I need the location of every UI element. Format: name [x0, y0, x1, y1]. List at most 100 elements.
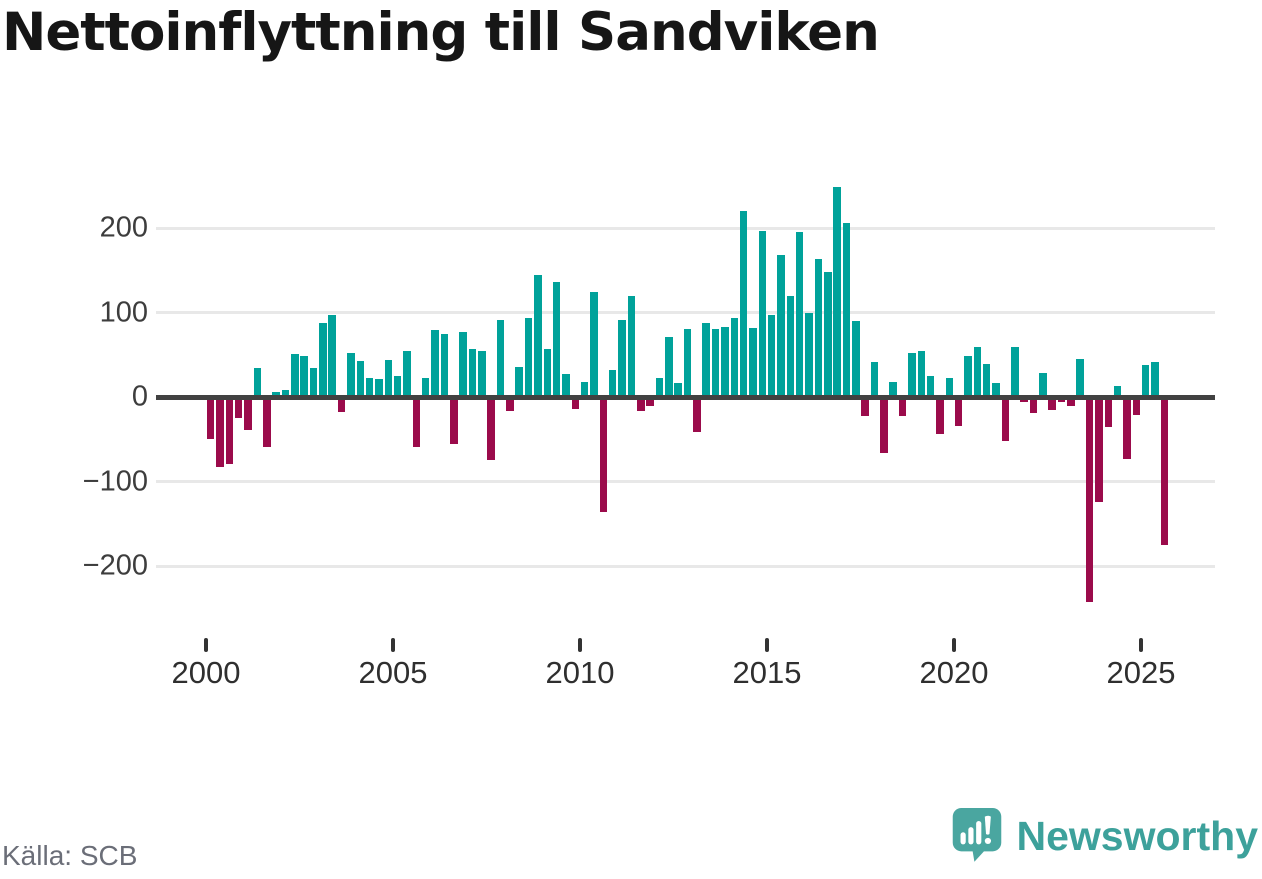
bar-2004-Q4 — [384, 359, 393, 397]
bar-2007-Q4 — [496, 320, 505, 397]
bar-2018-Q2 — [889, 381, 897, 397]
x-axis-label: 2020 — [919, 655, 989, 690]
bar-2020-Q2 — [964, 355, 972, 397]
bar-2018-Q3 — [898, 397, 907, 416]
bar-2015-Q1 — [767, 315, 776, 397]
bar-2001-Q4 — [272, 391, 280, 397]
bar-2022-Q1 — [1029, 397, 1038, 414]
bar-2009-Q3 — [562, 374, 570, 397]
bar-2001-Q1 — [244, 397, 252, 430]
bar-2009-Q4 — [571, 397, 580, 409]
bar-2008-Q2 — [515, 366, 523, 397]
bar-2011-Q3 — [637, 397, 645, 411]
bar-2004-Q3 — [375, 379, 383, 397]
bar-2013-Q2 — [702, 323, 710, 397]
bar-2014-Q3 — [749, 327, 757, 397]
newsworthy-wordmark: Newsworthy — [1016, 813, 1259, 859]
bar-2011-Q1 — [618, 320, 626, 397]
bar-2014-Q4 — [758, 230, 767, 397]
bar-2014-Q2 — [739, 211, 748, 397]
y-axis-label: 0 — [131, 380, 148, 413]
bar-2011-Q2 — [627, 295, 636, 397]
bar-2024-Q3 — [1123, 397, 1131, 459]
bar-2025-Q3 — [1160, 397, 1169, 545]
bar-2005-Q3 — [412, 397, 421, 447]
bar-2006-Q4 — [459, 331, 467, 397]
bar-2019-Q1 — [917, 350, 926, 397]
x-axis-label: 2010 — [545, 655, 615, 690]
bar-2023-Q3 — [1085, 397, 1094, 603]
bar-2018-Q1 — [880, 397, 888, 453]
bar-2025-Q1 — [1141, 364, 1150, 397]
bar-2013-Q4 — [721, 326, 729, 397]
bar-2019-Q4 — [945, 377, 954, 397]
bar-2006-Q3 — [450, 397, 458, 445]
bar-2025-Q2 — [1151, 361, 1159, 397]
bar-2002-Q1 — [281, 390, 290, 397]
bar-2022-Q4 — [1057, 397, 1066, 403]
bar-2012-Q1 — [655, 378, 664, 397]
x-axis-tick — [391, 638, 395, 652]
bar-2014-Q1 — [730, 317, 739, 397]
bar-2002-Q2 — [291, 353, 299, 397]
bar-2020-Q3 — [973, 347, 982, 397]
bar-2006-Q2 — [440, 333, 449, 397]
bar-2005-Q2 — [403, 350, 411, 397]
bar-2003-Q1 — [319, 323, 327, 397]
x-axis-label: 2025 — [1106, 655, 1176, 690]
bar-2003-Q3 — [337, 397, 346, 413]
zero-axis-line — [156, 394, 1215, 400]
bar-2018-Q4 — [908, 353, 916, 397]
bar-2021-Q3 — [1011, 347, 1019, 397]
bar-2002-Q4 — [309, 368, 318, 397]
bar-2010-Q3 — [599, 397, 608, 512]
bar-2012-Q4 — [683, 328, 692, 397]
bar-2019-Q2 — [926, 375, 935, 397]
y-axis-label: −200 — [82, 549, 148, 582]
bar-2013-Q1 — [693, 397, 701, 433]
bar-2023-Q2 — [1076, 358, 1084, 397]
bar-2008-Q3 — [524, 318, 533, 397]
bar-2012-Q2 — [665, 337, 673, 397]
gridline — [156, 564, 1215, 568]
bar-2013-Q3 — [711, 329, 720, 397]
x-axis-label: 2015 — [732, 655, 802, 690]
bar-2000-Q3 — [225, 397, 234, 464]
source-text: Källa: SCB — [2, 840, 138, 871]
bar-2008-Q4 — [534, 275, 542, 397]
bar-2004-Q1 — [356, 360, 365, 397]
x-axis-tick — [952, 638, 956, 652]
bar-2022-Q2 — [1039, 372, 1047, 397]
bar-2023-Q4 — [1095, 397, 1103, 502]
bar-2020-Q4 — [982, 364, 991, 397]
bar-2011-Q4 — [646, 397, 654, 407]
x-axis-label: 2005 — [358, 655, 428, 690]
bar-2010-Q2 — [590, 292, 598, 397]
bar-2021-Q1 — [992, 383, 1000, 397]
bar-2006-Q1 — [431, 330, 439, 397]
bar-2001-Q3 — [263, 397, 271, 447]
bar-2000-Q4 — [234, 397, 243, 419]
bar-2008-Q1 — [506, 397, 514, 411]
bar-2019-Q3 — [936, 397, 944, 435]
y-axis-label: 100 — [99, 296, 148, 328]
bar-2024-Q2 — [1113, 386, 1122, 397]
bar-2000-Q1 — [206, 397, 215, 440]
bar-2005-Q1 — [393, 375, 402, 397]
bar-2016-Q2 — [814, 259, 823, 397]
gridline — [156, 226, 1215, 230]
bar-2020-Q1 — [954, 397, 963, 426]
gridline — [156, 480, 1215, 483]
bar-2017-Q3 — [861, 397, 869, 417]
chart-title: Nettoinflyttning till Sandviken — [2, 2, 880, 63]
bar-2023-Q1 — [1067, 397, 1075, 407]
bar-2004-Q2 — [365, 377, 374, 397]
bar-2021-Q4 — [1020, 397, 1028, 403]
x-axis-label: 2000 — [171, 655, 241, 690]
x-axis-tick — [765, 638, 769, 652]
bar-2007-Q1 — [468, 348, 477, 397]
bar-2017-Q1 — [842, 222, 851, 397]
bar-2001-Q2 — [253, 368, 262, 397]
bar-2007-Q2 — [478, 351, 486, 397]
